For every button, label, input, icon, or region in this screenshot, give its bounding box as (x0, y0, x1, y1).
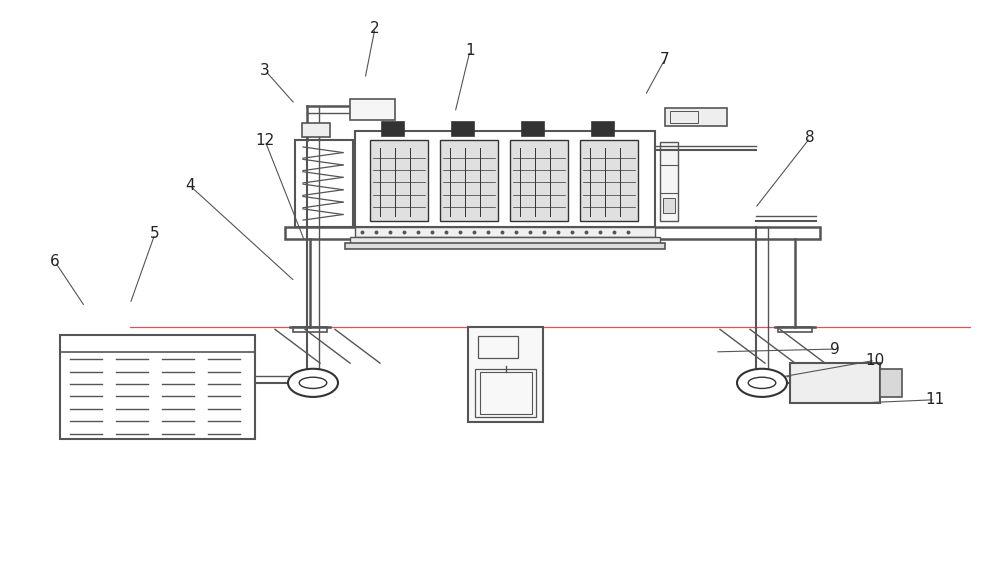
Bar (670, 111, 698, 123)
Bar (510, 140, 568, 221)
Ellipse shape (748, 377, 776, 388)
Circle shape (737, 369, 787, 397)
Bar (580, 140, 638, 221)
Bar (478, 336, 518, 358)
Bar (452, 122, 474, 136)
Bar (295, 140, 353, 227)
Text: 8: 8 (805, 131, 815, 145)
Text: 12: 12 (255, 133, 275, 148)
Text: 1: 1 (465, 43, 475, 58)
Bar (880, 369, 902, 397)
Bar (480, 372, 532, 414)
Bar (293, 327, 327, 332)
Bar (350, 99, 395, 120)
Bar (663, 199, 675, 213)
Bar (345, 243, 665, 249)
Bar (790, 363, 880, 403)
Text: 4: 4 (185, 178, 195, 193)
Bar (350, 237, 660, 244)
Bar (592, 122, 614, 136)
Bar (302, 123, 330, 137)
Text: 3: 3 (260, 63, 270, 78)
Bar (355, 227, 655, 237)
Bar (60, 335, 255, 439)
Bar (440, 140, 498, 221)
Text: 9: 9 (830, 342, 840, 356)
Bar (660, 142, 678, 221)
Text: 2: 2 (370, 21, 380, 35)
Bar (468, 327, 543, 422)
Text: 7: 7 (660, 52, 670, 66)
Ellipse shape (299, 377, 327, 388)
Bar (382, 122, 404, 136)
Circle shape (288, 369, 338, 397)
Bar (475, 369, 536, 417)
Text: 6: 6 (50, 254, 60, 269)
Bar (355, 131, 655, 227)
Bar (665, 108, 727, 126)
Text: 5: 5 (150, 226, 160, 241)
Bar (778, 327, 812, 332)
Bar (370, 140, 428, 221)
Text: 10: 10 (865, 353, 885, 368)
Bar (522, 122, 544, 136)
Bar (285, 227, 820, 239)
Text: 11: 11 (925, 392, 945, 407)
